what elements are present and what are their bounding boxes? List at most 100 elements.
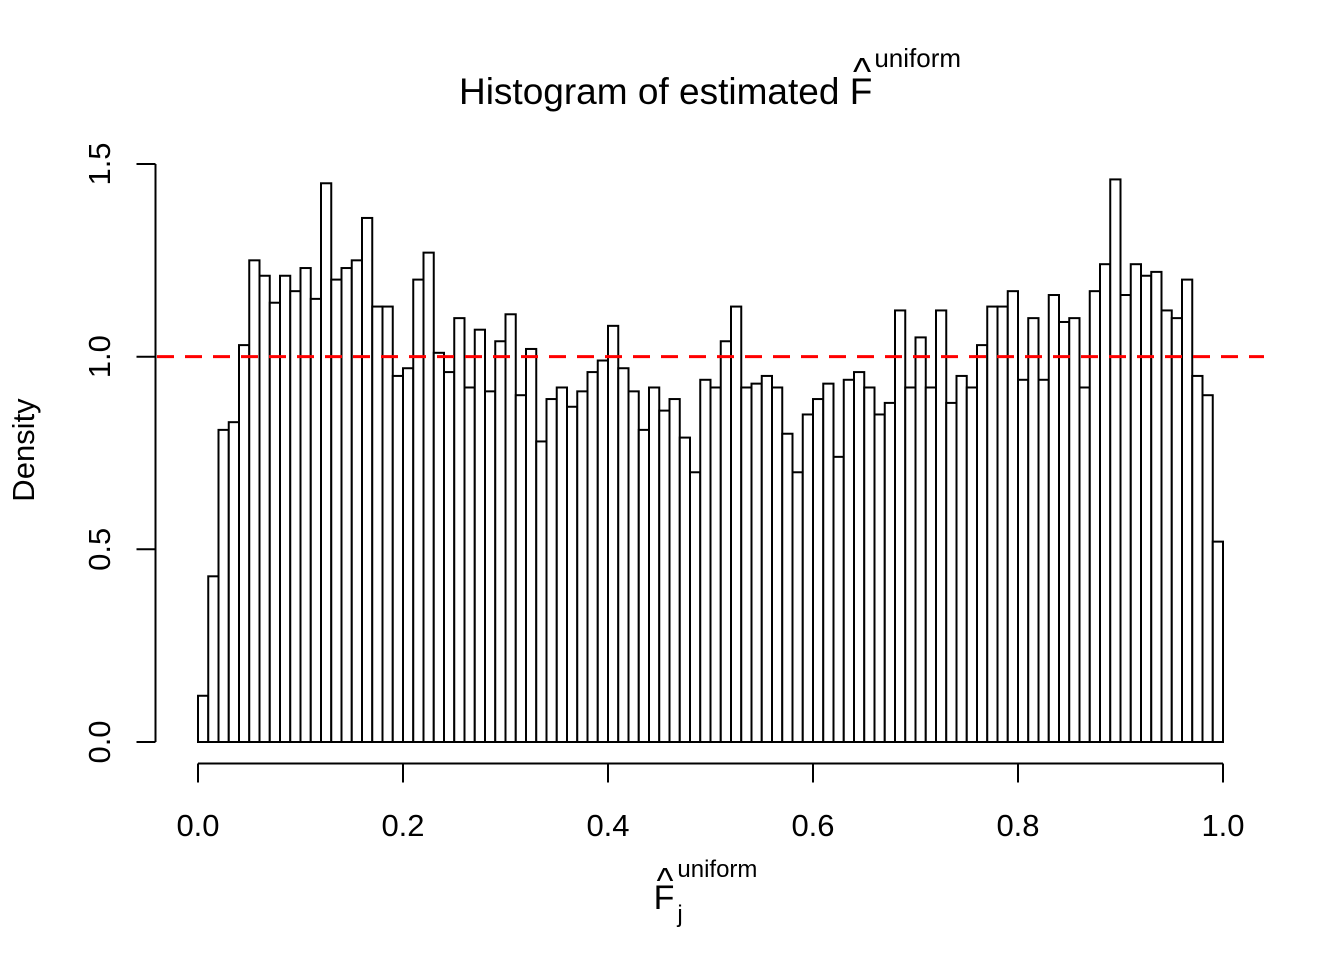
histogram-bar (1150, 270, 1163, 743)
histogram-bar (545, 398, 558, 743)
histogram-bar (955, 374, 968, 743)
histogram-bar (945, 401, 958, 743)
y-axis: 0.0 0.5 1.0 1.5 (82, 142, 157, 764)
x-tick-label: 0.4 (586, 808, 629, 843)
histogram-bar (576, 390, 589, 743)
title-f-hat-symbol: F ^ (849, 51, 873, 112)
histogram-bar (473, 328, 486, 743)
hat-accent: ^ (656, 860, 674, 901)
histogram-bar (842, 378, 855, 743)
histogram-bar (555, 386, 568, 743)
histogram-bar (217, 428, 230, 743)
histogram-bar (340, 267, 353, 743)
histogram-bar (1191, 374, 1204, 743)
x-tick-label: 0.6 (791, 808, 834, 843)
histogram-bar (381, 305, 394, 743)
histogram-bar (330, 278, 343, 743)
histogram-bar (361, 216, 374, 743)
chart-title: Histogram of estimated F ^ uniform (459, 43, 961, 114)
histogram-bar (883, 401, 896, 743)
histogram-bar (1037, 378, 1050, 743)
y-tick-label: 1.0 (82, 335, 117, 378)
histogram-bar (238, 344, 251, 743)
histogram-bar (873, 413, 886, 743)
histogram-bar (1129, 263, 1142, 743)
histogram-bar (863, 386, 876, 743)
histogram-bar (965, 386, 978, 743)
hat-accent: ^ (853, 51, 872, 95)
histogram-bar (801, 413, 814, 743)
histogram-bar (730, 305, 743, 743)
histogram-bar (412, 278, 425, 743)
xlabel-subscript: j (677, 901, 683, 928)
histogram-bar (771, 386, 784, 743)
histogram-bar (1058, 320, 1071, 743)
histogram-bar (1068, 317, 1081, 743)
histogram-bar (586, 371, 599, 743)
histogram-bar (822, 382, 835, 743)
histogram-bar (668, 398, 681, 743)
histogram-bar (514, 394, 527, 743)
y-tick-label: 0.0 (82, 720, 117, 763)
histogram-bar (1027, 317, 1040, 743)
histogram-bar (719, 340, 732, 743)
histogram-bar (1201, 394, 1214, 743)
histogram-bar (596, 359, 609, 743)
histogram-bar (976, 344, 989, 743)
histogram-bar (279, 274, 292, 743)
x-tick-label: 1.0 (1201, 808, 1244, 843)
histogram-bar (1099, 263, 1112, 743)
y-axis-title: Density (6, 398, 41, 502)
histogram-bar (678, 436, 691, 743)
histogram-bar (986, 305, 999, 743)
histogram-bar (504, 313, 517, 743)
histogram-bar (689, 471, 702, 743)
histogram-bar (422, 251, 435, 743)
histogram-bar (494, 340, 507, 743)
histogram-bar (207, 575, 220, 743)
histogram-bar (1078, 386, 1091, 743)
histogram-bar (1017, 378, 1030, 743)
histogram-bar (309, 297, 322, 743)
histogram-bar (637, 428, 650, 743)
histogram-bar (914, 336, 927, 743)
histogram-bar (760, 374, 773, 743)
histogram-bar (1140, 274, 1153, 743)
histogram-bar (1211, 540, 1224, 743)
histogram-bar (535, 440, 548, 743)
histogram-bar (924, 386, 937, 743)
histogram-bar (853, 371, 866, 743)
xlabel-f-hat-symbol: F ^ (653, 860, 675, 917)
histogram-bar (832, 455, 845, 743)
histogram-bar (371, 305, 384, 743)
histogram-bar (197, 694, 210, 744)
histogram-bar (227, 421, 240, 743)
histogram-bar (391, 374, 404, 743)
y-tick-label: 0.5 (82, 528, 117, 571)
histogram-bar (258, 274, 271, 743)
histogram-bar (709, 386, 722, 743)
x-tick-label: 0.0 (176, 808, 219, 843)
y-axis-line (136, 163, 157, 743)
histogram-bar (1119, 294, 1132, 743)
histogram-bar (299, 267, 312, 743)
histogram-bar (289, 290, 302, 743)
histogram-bar (268, 301, 281, 743)
histogram-bar (750, 382, 763, 743)
bars-group (197, 178, 1224, 744)
histogram-bar (1170, 317, 1183, 743)
xlabel-superscript: uniform (677, 856, 758, 883)
histogram-bar (1181, 278, 1194, 743)
x-axis-line (197, 762, 1224, 783)
histogram-bar (658, 409, 671, 743)
histogram-bar (904, 386, 917, 743)
histogram-bar (648, 386, 661, 743)
histogram-bar (781, 432, 794, 743)
histogram-bar (617, 367, 630, 743)
histogram-bar (453, 317, 466, 743)
histogram-bar (525, 347, 538, 743)
histogram-bar (1109, 178, 1122, 744)
histogram-bar (627, 390, 640, 743)
